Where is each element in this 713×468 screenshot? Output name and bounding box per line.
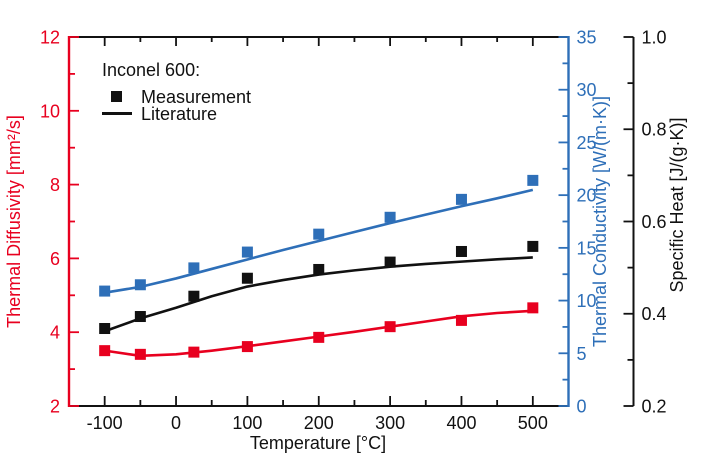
tick-label: 4 (50, 323, 60, 343)
tick-label: 35 (577, 27, 597, 47)
tick-label: 500 (518, 413, 548, 433)
series-specific-heat-measurement (99, 240, 539, 335)
tick-label: -100 (87, 413, 123, 433)
tick-label: 10 (577, 291, 597, 311)
legend-item-label: Literature (141, 103, 218, 124)
legend: Inconel 600: Measurement Literature (100, 60, 252, 124)
data-point-square (313, 331, 325, 343)
data-point-square (188, 346, 200, 358)
data-point-square (241, 246, 253, 258)
legend-item-label: Measurement (141, 86, 252, 107)
data-point-square (455, 193, 467, 205)
data-point-square (134, 348, 146, 360)
tick-label: 30 (577, 80, 597, 100)
tick-label: 25 (577, 133, 597, 153)
legend-item-literature: Literature (100, 103, 251, 124)
y-right-axis-title: Thermal Conductivity [W/(m·K)] (590, 96, 610, 347)
legend-title: Inconel 600: (102, 60, 201, 80)
tick-label: 20 (577, 186, 597, 206)
measurement-marker-swatch (100, 88, 133, 105)
tick-label: 0.4 (642, 304, 667, 324)
data-point-square (455, 314, 467, 326)
tick-label: 5 (577, 344, 587, 364)
tick-label: 100 (232, 413, 262, 433)
data-point-square (134, 311, 146, 323)
tick-label: 0.8 (642, 120, 667, 140)
data-point-square (384, 256, 396, 268)
data-point-square (384, 211, 396, 223)
tick-label: 15 (577, 238, 597, 258)
data-point-square (527, 174, 539, 186)
data-point-square (313, 228, 325, 240)
legend-item-measurement: Measurement (100, 86, 252, 107)
data-point-square (188, 290, 200, 302)
data-point-square (313, 263, 325, 275)
data-point-square (527, 240, 539, 252)
y-right2-axis-title: Specific Heat [J/(g·K)] (667, 117, 687, 292)
tick-label: 10 (40, 101, 60, 121)
literature-line-swatch (100, 105, 133, 122)
data-point-square (384, 321, 396, 333)
tick-label: 0 (577, 396, 587, 416)
x-axis-ticks: -100 0 100 200 300 400 500 (87, 37, 548, 433)
data-point-square (188, 262, 200, 274)
tick-label: 0 (171, 413, 181, 433)
data-point-square (241, 341, 253, 353)
tick-label: 2 (50, 396, 60, 416)
tick-label: 12 (40, 27, 60, 47)
tick-label: 1.0 (642, 27, 667, 47)
data-point-square (134, 279, 146, 291)
plot-area: -100 0 100 200 300 400 500 2 4 6 8 10 12 0 5 10 15 20 25 30… (40, 27, 667, 433)
diffusivity-axis-ticks: 2 4 6 8 10 12 (40, 27, 79, 416)
line-swatch-icon (101, 112, 132, 115)
data-point-square (241, 272, 253, 284)
data-point-square (99, 285, 111, 297)
data-point-square (99, 323, 111, 335)
y-left-axis-title: Thermal Diffusivity [mm²/s] (4, 115, 24, 328)
tick-label: 0.6 (642, 212, 667, 232)
tick-label: 0.2 (642, 396, 667, 416)
conductivity-axis-ticks: 0 5 10 15 20 25 30 35 (558, 27, 597, 416)
x-axis-title: Temperature [°C] (250, 433, 386, 453)
data-point-square (99, 345, 111, 357)
data-point-square (527, 302, 539, 314)
tick-label: 400 (446, 413, 476, 433)
series-conductivity-literature (104, 188, 534, 294)
tick-label: 200 (304, 413, 334, 433)
data-point-square (455, 245, 467, 257)
tick-label: 8 (50, 175, 60, 195)
series-diffusivity-measurement (99, 302, 539, 360)
square-marker-icon (111, 91, 122, 102)
specific-heat-axis-ticks: 0.2 0.4 0.6 0.8 1.0 (623, 27, 667, 416)
tick-label: 300 (375, 413, 405, 433)
series-conductivity-measurement (99, 174, 539, 297)
tick-label: 6 (50, 249, 60, 269)
